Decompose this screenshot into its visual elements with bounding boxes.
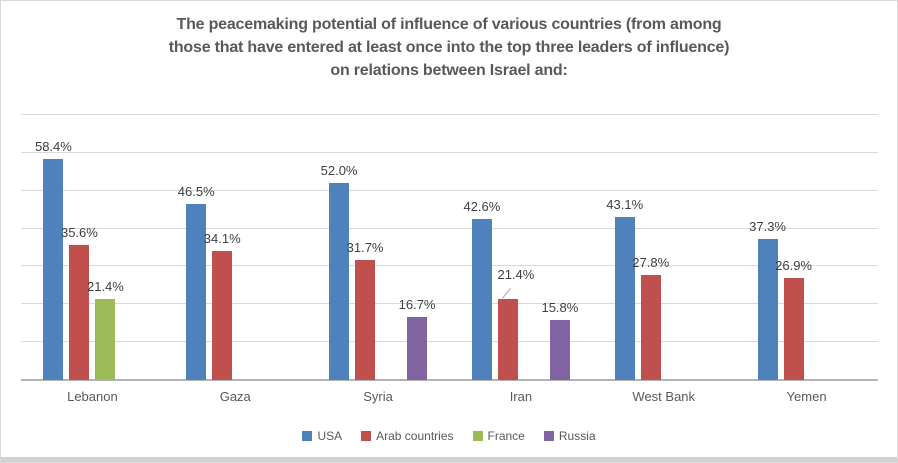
bar-france-lebanon <box>95 299 116 380</box>
data-label-usa-lebanon: 58.4% <box>34 138 72 154</box>
gridline-60 <box>21 151 878 153</box>
bar-group-lebanon: 58.4% 35.6% 21.4% <box>21 115 164 380</box>
bar-group-west-bank: 43.1% 27.8% <box>592 115 735 380</box>
data-label-arab-countries-iran: 21.4% <box>497 267 535 282</box>
leader-line-arab-countries-iran <box>501 288 512 299</box>
category-label-yemen: Yemen <box>786 389 827 404</box>
legend-item-usa: USA <box>302 429 342 443</box>
bar-group-yemen: 37.3% 26.9% <box>735 115 878 380</box>
data-label-arab-countries-yemen: 26.9% <box>775 258 812 274</box>
legend-item-france: France <box>472 429 525 443</box>
category-label-west-bank: West Bank <box>632 389 696 404</box>
bar-arab-countries-yemen <box>783 278 804 380</box>
data-label-arab-countries-gaza: 34.1% <box>203 230 241 246</box>
gridline-40 <box>21 227 878 229</box>
data-label-arab-countries-west-bank: 27.8% <box>632 254 670 270</box>
data-label-arab-countries-syria: 31.7% <box>346 240 384 255</box>
bar-usa-iran <box>471 218 492 380</box>
gridline-20 <box>21 303 878 305</box>
data-label-russia-iran: 15.8% <box>541 300 579 316</box>
bar-russia-iran <box>549 320 570 380</box>
data-label-arab-countries-lebanon: 35.6% <box>60 225 98 241</box>
gridline-30 <box>21 265 878 267</box>
bar-usa-lebanon <box>43 158 64 380</box>
legend-marker-usa-icon <box>302 431 313 441</box>
window-bottom-edge <box>1 457 897 462</box>
bar-group-gaza: 46.5% 34.1% <box>164 115 307 380</box>
legend-marker-russia-icon <box>543 431 554 441</box>
legend-label-usa: USA <box>317 429 343 443</box>
plot-area: 58.4% 35.6% 21.4% 46.5% 34.1% 52.0% 31.7% 16.7%… <box>21 114 878 381</box>
bar-russia-syria <box>407 316 428 380</box>
data-label-usa-syria: 52.0% <box>320 163 358 179</box>
category-label-iran: Iran <box>509 389 533 404</box>
legend-marker-france-icon <box>472 431 483 441</box>
chart-title-line-3: on relations between Israel and: <box>330 62 568 79</box>
data-label-usa-yemen: 37.3% <box>749 218 786 234</box>
bar-arab-countries-iran <box>497 299 518 380</box>
legend-item-russia: Russia <box>543 429 596 443</box>
bar-arab-countries-syria <box>355 260 376 380</box>
bar-group-syria: 52.0% 31.7% 16.7% <box>307 115 450 380</box>
data-label-france-lebanon: 21.4% <box>86 279 124 294</box>
chart-title: The peacemaking potential of influence o… <box>1 13 897 82</box>
bar-arab-countries-lebanon <box>69 245 90 380</box>
gridline-70 <box>21 114 878 115</box>
gridline-10 <box>21 341 878 343</box>
category-label-syria: Syria <box>363 389 393 404</box>
bar-usa-syria <box>329 183 350 380</box>
data-label-usa-iran: 42.6% <box>463 198 501 214</box>
gridline-50 <box>21 189 878 191</box>
data-label-russia-syria: 16.7% <box>398 296 436 312</box>
bar-arab-countries-west-bank <box>640 274 661 380</box>
category-label-gaza: Gaza <box>219 389 251 404</box>
legend-label-arab-countries: Arab countries <box>376 429 454 443</box>
bar-usa-yemen <box>757 238 778 380</box>
legend-label-russia: Russia <box>558 429 596 443</box>
legend-label-france: France <box>487 429 525 443</box>
bar-arab-countries-gaza <box>212 250 233 380</box>
chart-title-line-1: The peacemaking potential of influence o… <box>176 16 722 33</box>
bar-group-iran: 42.6% 21.4% 15.8% <box>450 115 593 380</box>
x-axis-line <box>21 379 878 381</box>
category-axis: Lebanon Gaza Syria Iran West Bank Yemen <box>21 389 878 404</box>
legend: USA Arab countries France Russia <box>1 429 897 443</box>
data-label-usa-west-bank: 43.1% <box>606 196 644 212</box>
data-label-usa-gaza: 46.5% <box>177 183 215 199</box>
chart-title-line-2: those that have entered at least once in… <box>168 39 730 56</box>
legend-item-arab-countries: Arab countries <box>361 429 454 443</box>
category-label-lebanon: Lebanon <box>67 389 118 404</box>
legend-marker-arab-countries-icon <box>361 431 372 441</box>
bar-usa-west-bank <box>614 216 635 380</box>
bar-usa-gaza <box>186 203 207 380</box>
